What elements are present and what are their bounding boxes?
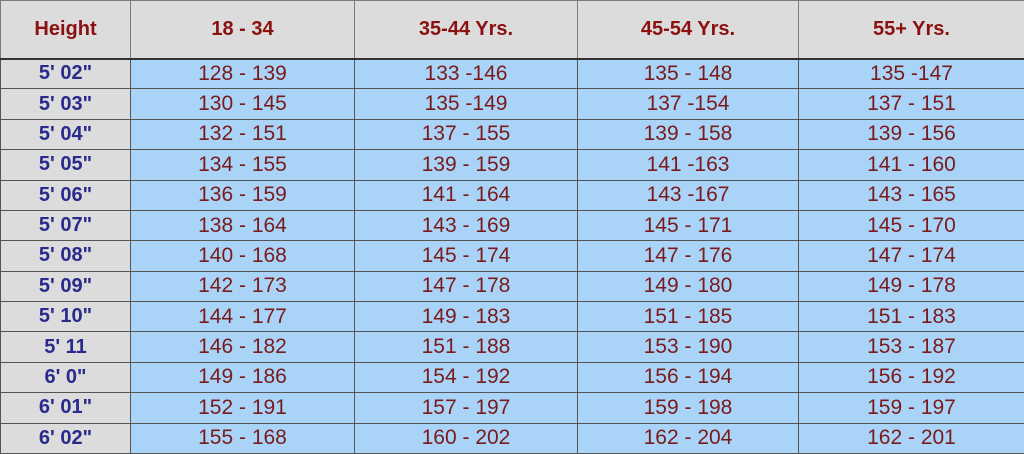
table-row: 5' 07" 138 - 164 143 - 169 145 - 171 145 - 1… — [0, 209, 1024, 242]
weight-range-cell: 137 - 155 — [354, 118, 578, 151]
weight-range-cell: 147 - 176 — [577, 240, 799, 272]
header-age-35-44: 35-44 Yrs. — [354, 0, 578, 60]
weight-range-cell: 162 - 201 — [798, 422, 1024, 454]
height-cell: 6' 02" — [0, 422, 131, 454]
table-row: 5' 03" 130 - 145 135 -149 137 -154 137 - 151 — [0, 88, 1024, 120]
weight-range-cell: 145 - 174 — [354, 240, 578, 272]
weight-range-cell: 149 - 186 — [130, 361, 355, 394]
table-row: 5' 10" 144 - 177 149 - 183 151 - 185 151 - 1… — [0, 300, 1024, 333]
height-cell: 5' 09" — [0, 270, 131, 303]
height-cell: 5' 10" — [0, 300, 131, 333]
table-row: 5' 06" 136 - 159 141 - 164 143 -167 143 - 16… — [0, 179, 1024, 211]
weight-range-cell: 143 - 169 — [354, 209, 578, 242]
weight-range-cell: 134 - 155 — [130, 149, 355, 181]
weight-range-cell: 152 - 191 — [130, 392, 355, 424]
weight-range-cell: 128 - 139 — [130, 57, 355, 90]
height-cell: 5' 04" — [0, 118, 131, 151]
weight-range-cell: 145 - 170 — [798, 209, 1024, 242]
weight-range-cell: 130 - 145 — [130, 88, 355, 120]
weight-range-cell: 160 - 202 — [354, 422, 578, 454]
table-row: 6' 02" 155 - 168 160 - 202 162 - 204 162 - 2… — [0, 422, 1024, 454]
height-cell: 5' 05" — [0, 149, 131, 181]
weight-range-cell: 140 - 168 — [130, 240, 355, 272]
weight-range-cell: 135 - 148 — [577, 57, 799, 90]
header-height: Height — [0, 0, 131, 60]
weight-range-cell: 156 - 192 — [798, 361, 1024, 394]
weight-range-cell: 132 - 151 — [130, 118, 355, 151]
weight-range-cell: 153 - 187 — [798, 331, 1024, 363]
height-cell: 6' 01" — [0, 392, 131, 424]
weight-range-cell: 137 -154 — [577, 88, 799, 120]
weight-range-cell: 139 - 156 — [798, 118, 1024, 151]
height-cell: 6' 0" — [0, 361, 131, 394]
weight-range-cell: 136 - 159 — [130, 179, 355, 211]
table-body: 5' 02" 128 - 139 133 -146 135 - 148 135 -147… — [0, 57, 1024, 454]
weight-range-cell: 147 - 178 — [354, 270, 578, 303]
weight-range-cell: 141 - 164 — [354, 179, 578, 211]
table-row: 5' 08" 140 - 168 145 - 174 147 - 176 147 - 1… — [0, 240, 1024, 272]
weight-range-cell: 135 -149 — [354, 88, 578, 120]
height-cell: 5' 08" — [0, 240, 131, 272]
weight-range-cell: 138 - 164 — [130, 209, 355, 242]
weight-range-cell: 142 - 173 — [130, 270, 355, 303]
weight-range-cell: 153 - 190 — [577, 331, 799, 363]
weight-range-cell: 155 - 168 — [130, 422, 355, 454]
weight-range-cell: 149 - 180 — [577, 270, 799, 303]
table-row: 5' 05" 134 - 155 139 - 159 141 -163 141 - 16… — [0, 149, 1024, 181]
weight-range-cell: 144 - 177 — [130, 300, 355, 333]
weight-range-cell: 151 - 185 — [577, 300, 799, 333]
weight-range-cell: 147 - 174 — [798, 240, 1024, 272]
weight-range-cell: 143 - 165 — [798, 179, 1024, 211]
table-row: 5' 04" 132 - 151 137 - 155 139 - 158 139 - 1… — [0, 118, 1024, 151]
header-age-18-34: 18 - 34 — [130, 0, 355, 60]
table-row: 5' 09" 142 - 173 147 - 178 149 - 180 149 - 1… — [0, 270, 1024, 303]
weight-range-cell: 154 - 192 — [354, 361, 578, 394]
weight-range-cell: 162 - 204 — [577, 422, 799, 454]
weight-range-cell: 141 - 160 — [798, 149, 1024, 181]
table-row: 6' 0" 149 - 186 154 - 192 156 - 194 156 - 19… — [0, 361, 1024, 394]
header-row: Height 18 - 34 35-44 Yrs. 45-54 Yrs. 55+… — [0, 0, 1024, 60]
height-cell: 5' 11 — [0, 331, 131, 363]
weight-range-cell: 137 - 151 — [798, 88, 1024, 120]
table-row: 6' 01" 152 - 191 157 - 197 159 - 198 159 - 1… — [0, 392, 1024, 424]
weight-range-cell: 135 -147 — [798, 57, 1024, 90]
weight-range-cell: 143 -167 — [577, 179, 799, 211]
table-row: 5' 11 146 - 182 151 - 188 153 - 190 153 - 18… — [0, 331, 1024, 363]
weight-range-cell: 159 - 198 — [577, 392, 799, 424]
height-cell: 5' 06" — [0, 179, 131, 211]
height-cell: 5' 03" — [0, 88, 131, 120]
height-cell: 5' 02" — [0, 57, 131, 90]
weight-range-cell: 149 - 183 — [354, 300, 578, 333]
header-age-45-54: 45-54 Yrs. — [577, 0, 799, 60]
table-header: Height 18 - 34 35-44 Yrs. 45-54 Yrs. 55+… — [0, 0, 1024, 60]
header-age-55-plus: 55+ Yrs. — [798, 0, 1024, 60]
weight-range-cell: 146 - 182 — [130, 331, 355, 363]
weight-range-cell: 139 - 159 — [354, 149, 578, 181]
weight-range-cell: 157 - 197 — [354, 392, 578, 424]
weight-range-cell: 141 -163 — [577, 149, 799, 181]
weight-range-cell: 145 - 171 — [577, 209, 799, 242]
weight-range-cell: 151 - 183 — [798, 300, 1024, 333]
weight-range-cell: 151 - 188 — [354, 331, 578, 363]
weight-range-cell: 133 -146 — [354, 57, 578, 90]
table-row: 5' 02" 128 - 139 133 -146 135 - 148 135 -147 — [0, 57, 1024, 90]
weight-range-cell: 139 - 158 — [577, 118, 799, 151]
height-cell: 5' 07" — [0, 209, 131, 242]
weight-range-cell: 149 - 178 — [798, 270, 1024, 303]
weight-range-cell: 159 - 197 — [798, 392, 1024, 424]
weight-range-cell: 156 - 194 — [577, 361, 799, 394]
